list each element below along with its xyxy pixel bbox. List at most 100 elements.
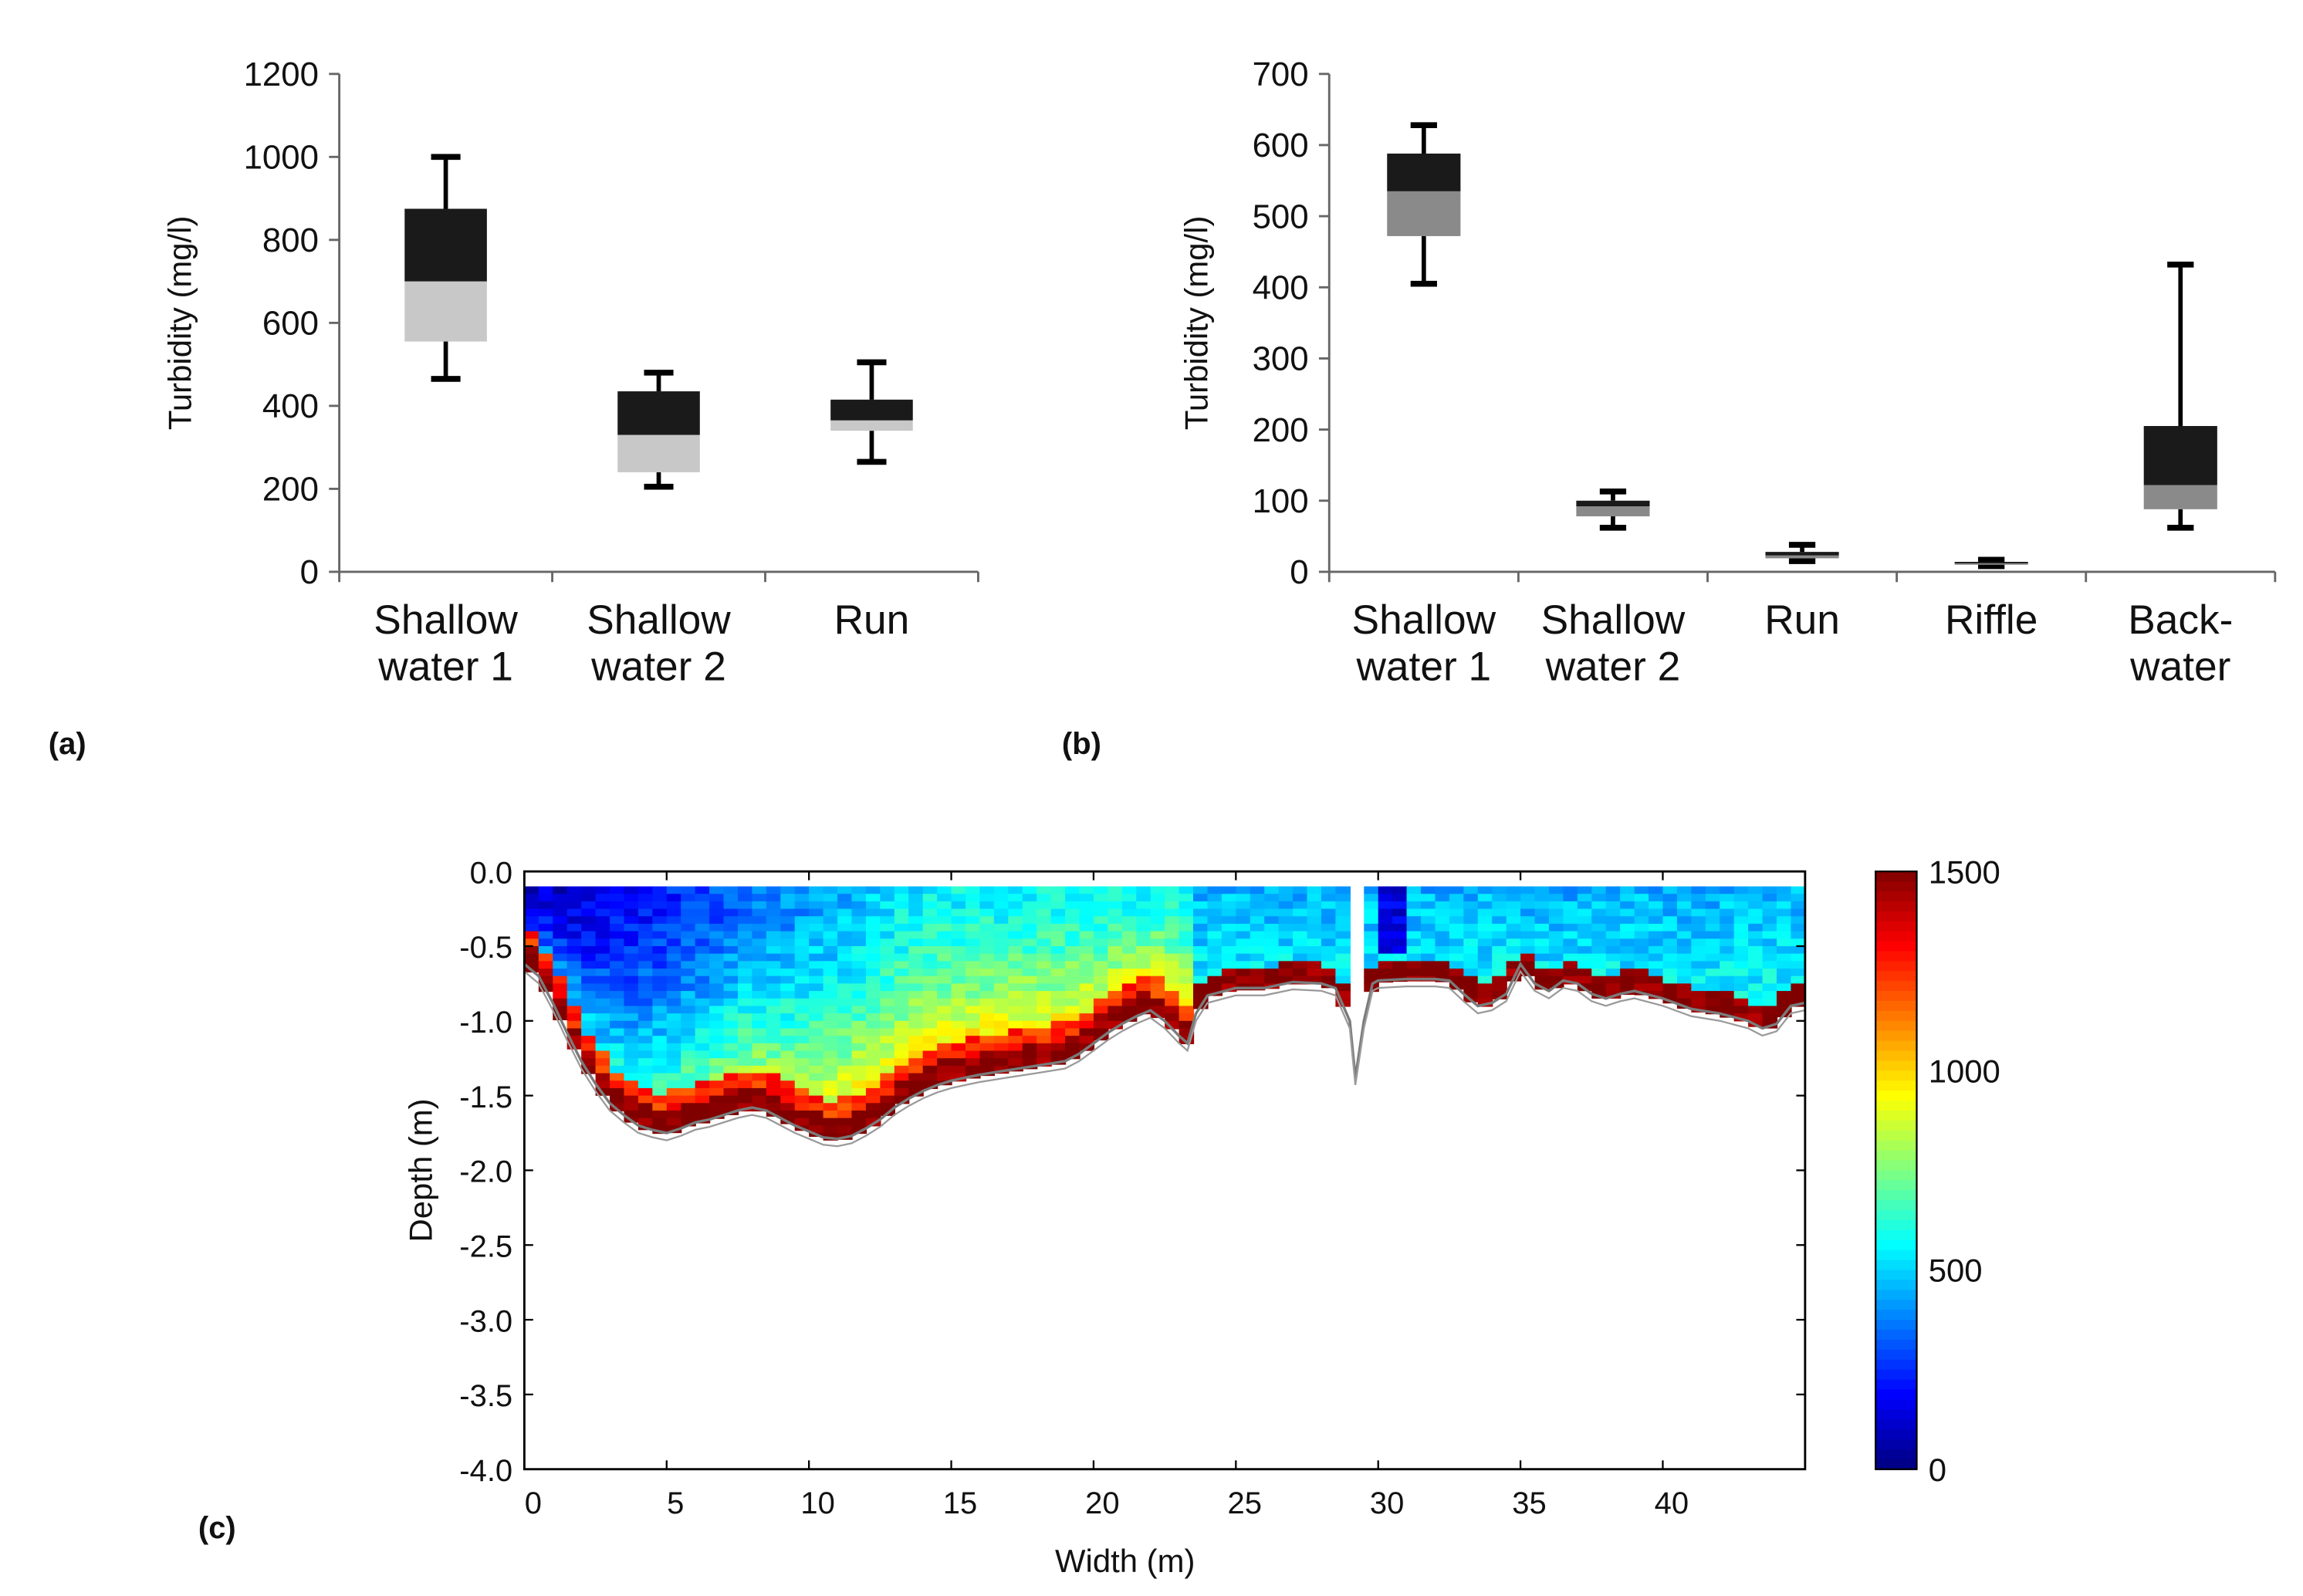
heatmap-cell (1050, 1013, 1067, 1022)
heatmap-cell (979, 901, 996, 910)
heatmap-cell (837, 1065, 853, 1074)
heatmap-cell (624, 1013, 640, 1022)
heatmap-cell (1620, 908, 1635, 918)
heatmap-cell (780, 886, 796, 895)
heatmap-cell (637, 923, 654, 932)
heatmap-cell (709, 908, 725, 918)
heatmap-cell (695, 945, 711, 955)
heatmap-cell (1165, 908, 1180, 918)
heatmap-cell (581, 894, 597, 903)
heatmap-cell (1108, 1013, 1123, 1022)
heatmap-cell (737, 901, 753, 910)
heatmap-cell (865, 1028, 881, 1037)
heatmap-cell (865, 1095, 881, 1104)
heatmap-cell (1150, 976, 1166, 985)
heatmap-cell (908, 953, 924, 962)
heatmap-cell (951, 983, 967, 992)
heatmap-cell (1548, 901, 1564, 910)
heatmap-cell (1364, 976, 1379, 985)
heatmap-cell (922, 1028, 938, 1037)
heatmap-cell (1335, 931, 1351, 940)
heatmap-cell (1548, 894, 1564, 903)
heatmap-cell (1307, 953, 1323, 962)
heatmap-cell (1776, 938, 1792, 948)
heatmap-cell (695, 931, 711, 940)
heatmap-cell (865, 983, 881, 992)
heatmap-cell (766, 908, 782, 918)
heatmap-cell (1620, 916, 1635, 925)
heatmap-cell (681, 945, 696, 955)
heatmap-cell (610, 908, 625, 918)
heatmap-cell (1065, 983, 1080, 992)
heatmap-cell (524, 931, 539, 940)
heatmap-cell (1165, 1020, 1180, 1030)
heatmap-cell (695, 1065, 711, 1074)
heatmap-cell (794, 1006, 810, 1015)
heatmap-cell (837, 916, 853, 925)
heatmap-cell (979, 991, 996, 999)
heatmap-cell (837, 1103, 853, 1112)
heatmap-cell (524, 923, 539, 932)
heatmap-cell (1733, 998, 1750, 1007)
heatmap-cell (737, 953, 753, 962)
heatmap-cell (695, 1020, 711, 1030)
heatmap-cell (1221, 931, 1237, 940)
heatmap-cell (979, 908, 996, 918)
heatmap-cell (709, 969, 725, 977)
heatmap-cell (1392, 908, 1408, 918)
heatmap-cell (581, 998, 597, 1007)
heatmap-cell (595, 969, 611, 977)
heatmap-cell (865, 991, 881, 999)
heatmap-cell (1492, 983, 1507, 992)
heatmap-cell (1264, 886, 1280, 895)
heatmap-cell (752, 894, 767, 903)
heatmap-cell (1762, 983, 1778, 992)
heatmap-cell (951, 976, 967, 985)
heatmap-cell (681, 1043, 696, 1052)
heatmap-cell (610, 1050, 625, 1060)
heatmap-cell (794, 916, 810, 925)
heatmap-cell (1335, 901, 1351, 910)
heatmap-cell (1705, 923, 1721, 932)
heatmap-cell (1278, 969, 1294, 977)
heatmap-cell (1293, 931, 1308, 940)
heatmap-cell (865, 916, 881, 925)
heatmap-cell (809, 1006, 824, 1015)
heatmap-cell (894, 945, 910, 955)
heatmap-cell (1079, 976, 1095, 985)
heatmap-cell (737, 976, 753, 985)
heatmap-cell (581, 969, 597, 977)
heatmap-cell (666, 1058, 682, 1067)
heatmap-cell (666, 1020, 682, 1030)
heatmap-cell (965, 998, 981, 1007)
heatmap-cell (1193, 983, 1209, 992)
heatmap-cell (1748, 931, 1764, 940)
heatmap-cell (1776, 916, 1792, 925)
heatmap-cell (766, 998, 782, 1007)
heatmap-cell (1093, 945, 1109, 955)
heatmap-cell (1620, 923, 1635, 932)
heatmap-cell (581, 1065, 597, 1074)
heatmap-cell (823, 961, 839, 970)
heatmap-cell (1720, 983, 1735, 992)
x-tick-label: 0 (525, 1486, 542, 1520)
heatmap-cell (610, 1036, 625, 1044)
y-tick-label: 100 (1253, 482, 1309, 520)
heatmap-cell (1022, 998, 1038, 1007)
heatmap-cell (809, 894, 824, 903)
heatmap-cell (695, 1087, 711, 1097)
heatmap-cell (553, 976, 568, 985)
heatmap-cell (652, 1095, 668, 1104)
heatmap-cell (809, 916, 824, 925)
heatmap-cell (1449, 916, 1465, 925)
heatmap-cell (1463, 886, 1479, 895)
heatmap-cell (1108, 916, 1123, 925)
heatmap-cell (666, 1050, 682, 1060)
heatmap-cell (1691, 998, 1706, 1007)
heatmap-cell (1179, 1013, 1195, 1022)
heatmap-cell (1776, 908, 1792, 918)
heatmap-cell (553, 945, 568, 955)
heatmap-cell (709, 1050, 725, 1060)
heatmap-cell (1449, 908, 1465, 918)
heatmap-cell (823, 1133, 839, 1141)
